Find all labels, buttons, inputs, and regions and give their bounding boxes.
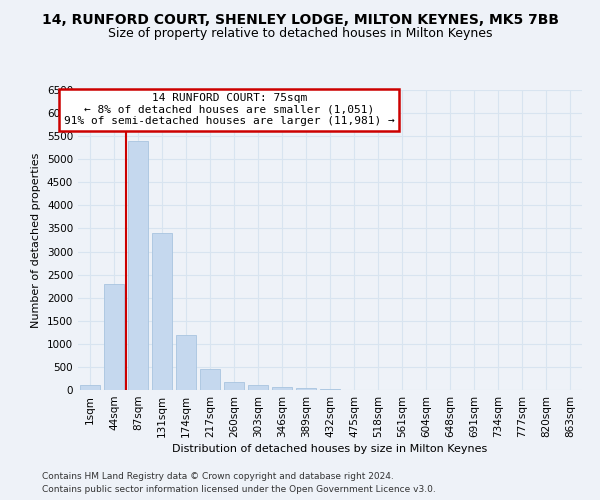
Text: Contains HM Land Registry data © Crown copyright and database right 2024.: Contains HM Land Registry data © Crown c… [42,472,394,481]
Bar [200,369,220,390]
Bar [128,141,148,390]
Bar [176,334,196,390]
Text: Size of property relative to detached houses in Milton Keynes: Size of property relative to detached ho… [108,28,492,40]
X-axis label: Distribution of detached houses by size in Milton Keynes: Distribution of detached houses by size … [172,444,488,454]
Text: 14, RUNFORD COURT, SHENLEY LODGE, MILTON KEYNES, MK5 7BB: 14, RUNFORD COURT, SHENLEY LODGE, MILTON… [41,12,559,26]
Bar [104,284,124,390]
Bar [272,386,292,390]
Bar [320,389,340,390]
Text: 14 RUNFORD COURT: 75sqm
← 8% of detached houses are smaller (1,051)
91% of semi-: 14 RUNFORD COURT: 75sqm ← 8% of detached… [64,93,395,126]
Bar [80,386,100,390]
Bar [152,233,172,390]
Y-axis label: Number of detached properties: Number of detached properties [31,152,41,328]
Bar [224,382,244,390]
Text: Contains public sector information licensed under the Open Government Licence v3: Contains public sector information licen… [42,485,436,494]
Bar [296,388,316,390]
Bar [248,386,268,390]
